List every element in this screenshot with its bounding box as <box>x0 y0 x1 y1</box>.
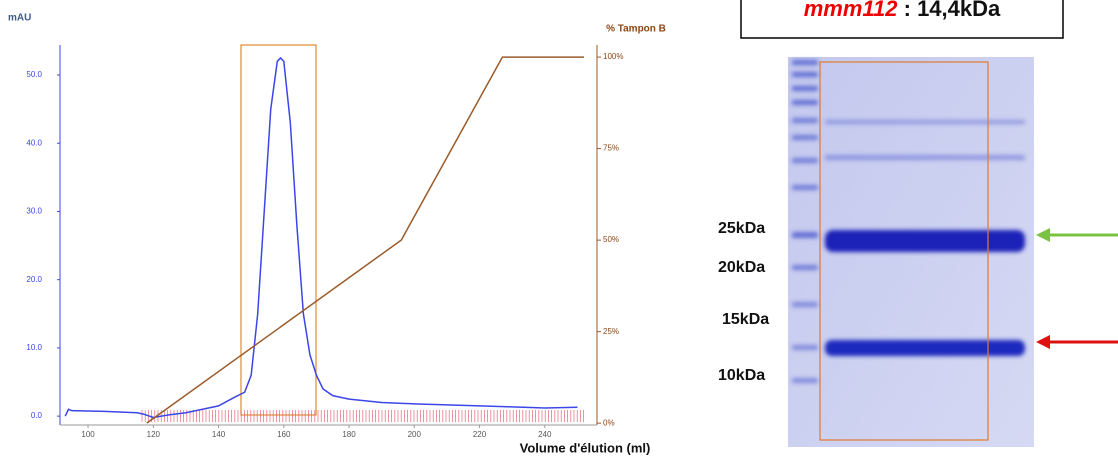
gel-title: mmm112 : 14,4kDa <box>804 0 1001 21</box>
x-tick-label: 180 <box>342 430 356 439</box>
protein-mass: : 14,4kDa <box>898 0 1001 21</box>
marker-label: 25kDa <box>718 220 765 237</box>
x-tick-label: 120 <box>147 430 161 439</box>
marker-label: 20kDa <box>718 259 765 276</box>
y-tick-label: 20.0 <box>26 275 42 284</box>
fraction-ticks <box>141 410 584 422</box>
y-tick-label: 30.0 <box>26 207 42 216</box>
series-line <box>146 56 584 424</box>
y-tick-label: 50.0 <box>26 70 42 79</box>
y-tick-label: 0.0 <box>31 411 43 420</box>
red-arrow <box>1036 335 1118 349</box>
y-tick-label: 10.0 <box>26 343 42 352</box>
y2-tick-label: 0% <box>603 418 615 427</box>
x-tick-label: 220 <box>473 430 487 439</box>
x-tick-label: 100 <box>81 430 95 439</box>
marker-label: 10kDa <box>718 367 765 384</box>
x-tick-label: 200 <box>408 430 422 439</box>
y2-tick-label: 25% <box>603 327 619 336</box>
y-axis-label: mAU <box>8 13 31 24</box>
x-tick-label: 240 <box>538 430 552 439</box>
x-tick-label: 140 <box>212 430 226 439</box>
series-line <box>64 56 578 419</box>
y-tick-label: 40.0 <box>26 138 42 147</box>
x-axis-label: Volume d'élution (ml) <box>520 440 651 455</box>
x-tick-label: 160 <box>277 430 291 439</box>
title-box <box>740 0 1064 39</box>
y2-tick-label: 75% <box>603 144 619 153</box>
green-arrow <box>1036 228 1118 242</box>
lane-box <box>819 61 989 441</box>
marker-label: 15kDa <box>722 311 769 328</box>
y2-tick-label: 50% <box>603 235 619 244</box>
protein-name: mmm112 <box>804 0 899 21</box>
y2-tick-label: 100% <box>603 52 623 61</box>
gel-bands <box>792 60 1025 383</box>
fraction-box <box>240 44 317 416</box>
y2-axis-label: % Tampon B <box>606 24 666 35</box>
